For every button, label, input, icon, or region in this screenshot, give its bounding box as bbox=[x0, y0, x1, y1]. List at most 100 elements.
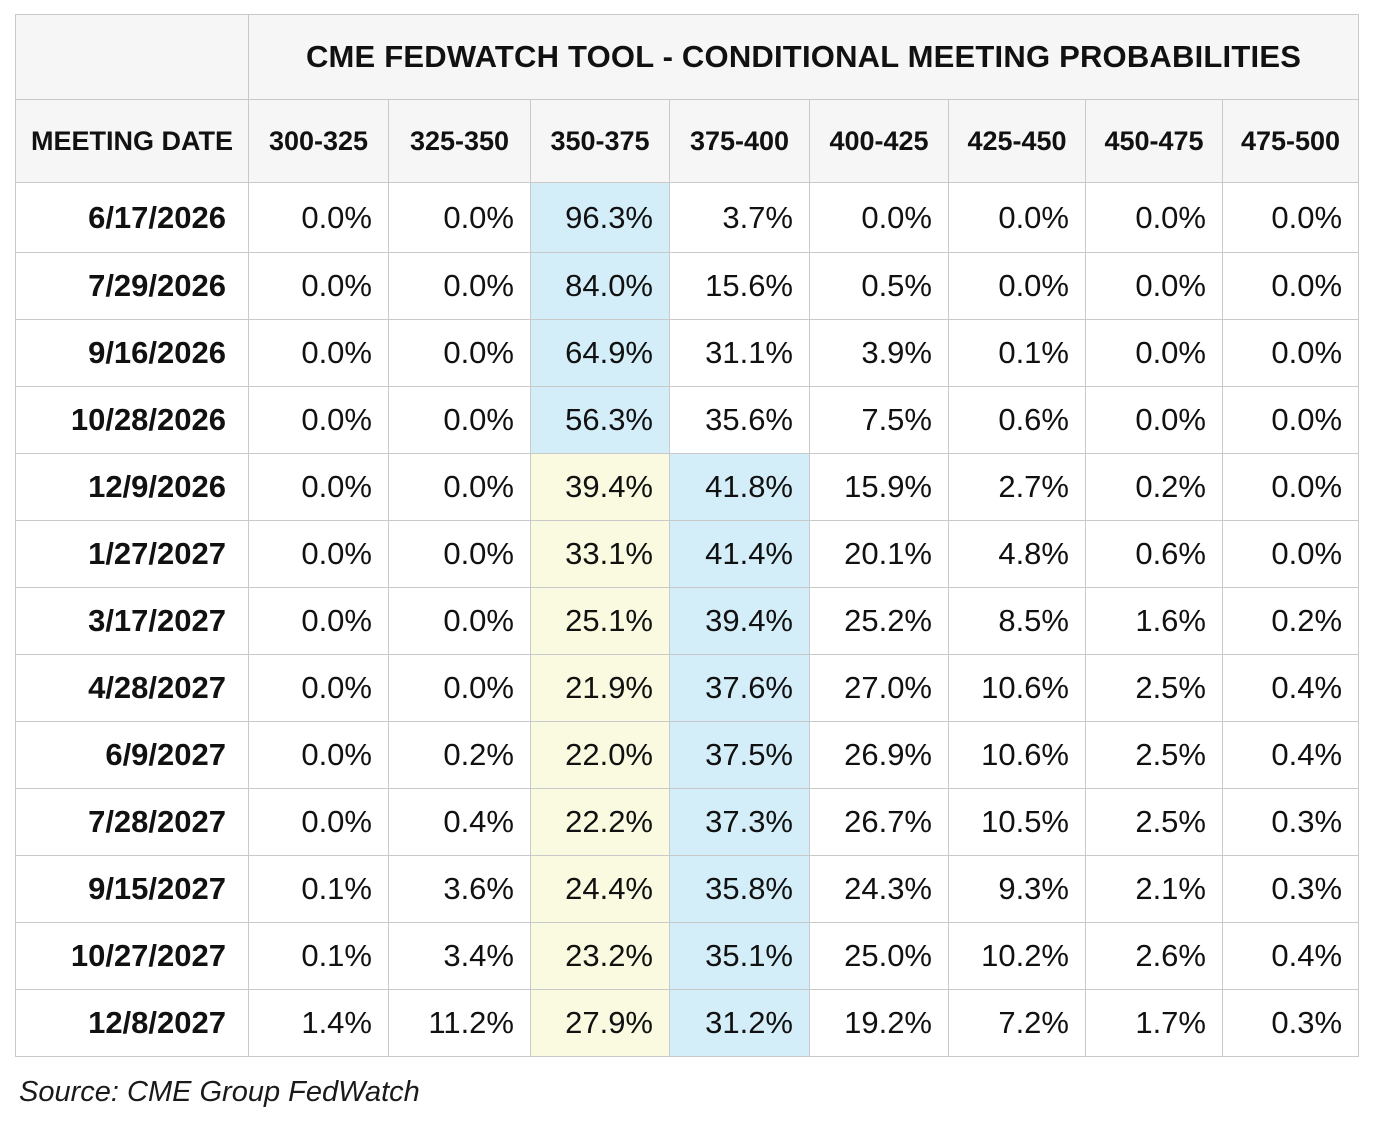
table-title-row: CME FEDWATCH TOOL - CONDITIONAL MEETING … bbox=[15, 14, 1360, 100]
probability-cell: 0.1% bbox=[948, 319, 1086, 387]
probability-cell: 8.5% bbox=[948, 587, 1086, 655]
probability-cell: 0.0% bbox=[248, 721, 389, 789]
table-row: 10/27/2027 0.1% 3.4% 23.2% 35.1% 25.0% 10.2% 2.… bbox=[15, 922, 1360, 990]
probability-cell: 96.3% bbox=[530, 182, 670, 253]
probability-cell: 22.2% bbox=[530, 788, 670, 856]
probability-cell: 27.9% bbox=[530, 989, 670, 1057]
probability-cell: 20.1% bbox=[809, 520, 949, 588]
probability-cell: 27.0% bbox=[809, 654, 949, 722]
probability-cell: 0.3% bbox=[1221, 989, 1360, 1057]
probability-cell: 0.4% bbox=[1221, 721, 1360, 789]
column-header-range: 475-500 bbox=[1221, 99, 1360, 183]
probability-cell: 1.4% bbox=[248, 989, 389, 1057]
probability-cell: 64.9% bbox=[530, 319, 670, 387]
probability-cell: 21.9% bbox=[530, 654, 670, 722]
probability-cell: 26.7% bbox=[809, 788, 949, 856]
probability-cell: 1.7% bbox=[1085, 989, 1223, 1057]
probability-cell: 3.4% bbox=[388, 922, 531, 990]
probability-cell: 0.0% bbox=[248, 182, 389, 253]
probability-cell: 0.4% bbox=[1221, 654, 1360, 722]
probability-cell: 35.6% bbox=[669, 386, 810, 454]
fedwatch-probability-table: CME FEDWATCH TOOL - CONDITIONAL MEETING … bbox=[15, 14, 1360, 1057]
probability-cell: 0.0% bbox=[248, 788, 389, 856]
probability-cell: 33.1% bbox=[530, 520, 670, 588]
meeting-date-cell: 10/27/2027 bbox=[15, 922, 249, 990]
probability-cell: 0.6% bbox=[1085, 520, 1223, 588]
meeting-date-cell: 10/28/2026 bbox=[15, 386, 249, 454]
probability-cell: 0.0% bbox=[1221, 520, 1360, 588]
table-row: 4/28/2027 0.0% 0.0% 21.9% 37.6% 27.0% 10.6% 2.5… bbox=[15, 654, 1360, 722]
probability-cell: 4.8% bbox=[948, 520, 1086, 588]
source-note: Source: CME Group FedWatch bbox=[19, 1076, 420, 1108]
probability-cell: 37.3% bbox=[669, 788, 810, 856]
probability-cell: 0.0% bbox=[1085, 319, 1223, 387]
meeting-date-cell: 6/9/2027 bbox=[15, 721, 249, 789]
probability-cell: 10.5% bbox=[948, 788, 1086, 856]
probability-cell: 1.6% bbox=[1085, 587, 1223, 655]
probability-cell: 7.2% bbox=[948, 989, 1086, 1057]
probability-cell: 41.4% bbox=[669, 520, 810, 588]
probability-cell: 31.1% bbox=[669, 319, 810, 387]
probability-cell: 0.0% bbox=[248, 252, 389, 320]
probability-cell: 0.0% bbox=[809, 182, 949, 253]
column-header-range: 350-375 bbox=[530, 99, 670, 183]
meeting-date-cell: 3/17/2027 bbox=[15, 587, 249, 655]
probability-cell: 35.1% bbox=[669, 922, 810, 990]
probability-cell: 0.1% bbox=[248, 922, 389, 990]
table-row: 6/17/2026 0.0% 0.0% 96.3% 3.7% 0.0% 0.0% 0.0% 0.… bbox=[15, 182, 1360, 253]
probability-cell: 0.1% bbox=[248, 855, 389, 923]
probability-cell: 84.0% bbox=[530, 252, 670, 320]
probability-cell: 0.4% bbox=[1221, 922, 1360, 990]
probability-cell: 7.5% bbox=[809, 386, 949, 454]
meeting-date-cell: 1/27/2027 bbox=[15, 520, 249, 588]
table-row: 9/15/2027 0.1% 3.6% 24.4% 35.8% 24.3% 9.3% 2.1%… bbox=[15, 855, 1360, 923]
meeting-date-cell: 7/28/2027 bbox=[15, 788, 249, 856]
probability-cell: 24.3% bbox=[809, 855, 949, 923]
probability-cell: 0.0% bbox=[388, 587, 531, 655]
probability-cell: 0.0% bbox=[1085, 386, 1223, 454]
probability-cell: 23.2% bbox=[530, 922, 670, 990]
probability-cell: 39.4% bbox=[669, 587, 810, 655]
probability-cell: 3.6% bbox=[388, 855, 531, 923]
table-row: 12/8/2027 1.4% 11.2% 27.9% 31.2% 19.2% 7.2% 1.7… bbox=[15, 989, 1360, 1057]
table-row: 3/17/2027 0.0% 0.0% 25.1% 39.4% 25.2% 8.5% 1.6%… bbox=[15, 587, 1360, 655]
column-header-range: 450-475 bbox=[1085, 99, 1223, 183]
probability-cell: 15.9% bbox=[809, 453, 949, 521]
probability-cell: 25.2% bbox=[809, 587, 949, 655]
meeting-date-cell: 12/9/2026 bbox=[15, 453, 249, 521]
probability-cell: 0.0% bbox=[248, 587, 389, 655]
probability-cell: 0.2% bbox=[1221, 587, 1360, 655]
probability-cell: 2.5% bbox=[1085, 721, 1223, 789]
probability-cell: 0.0% bbox=[248, 386, 389, 454]
table-row: 9/16/2026 0.0% 0.0% 64.9% 31.1% 3.9% 0.1% 0.0% 0… bbox=[15, 319, 1360, 387]
column-header-range: 425-450 bbox=[948, 99, 1086, 183]
probability-cell: 2.7% bbox=[948, 453, 1086, 521]
probability-cell: 0.0% bbox=[388, 182, 531, 253]
probability-cell: 0.0% bbox=[388, 319, 531, 387]
meeting-date-cell: 6/17/2026 bbox=[15, 182, 249, 253]
probability-cell: 0.0% bbox=[248, 654, 389, 722]
meeting-date-cell: 12/8/2027 bbox=[15, 989, 249, 1057]
probability-cell: 26.9% bbox=[809, 721, 949, 789]
probability-cell: 19.2% bbox=[809, 989, 949, 1057]
probability-cell: 3.9% bbox=[809, 319, 949, 387]
probability-cell: 10.2% bbox=[948, 922, 1086, 990]
table-row: 7/29/2026 0.0% 0.0% 84.0% 15.6% 0.5% 0.0% 0.0% 0… bbox=[15, 252, 1360, 320]
probability-cell: 15.6% bbox=[669, 252, 810, 320]
column-header-meeting-date: MEETING DATE bbox=[15, 99, 249, 183]
probability-cell: 0.2% bbox=[388, 721, 531, 789]
probability-cell: 0.3% bbox=[1221, 788, 1360, 856]
probability-cell: 2.5% bbox=[1085, 654, 1223, 722]
probability-cell: 0.4% bbox=[388, 788, 531, 856]
table-row: 10/28/2026 0.0% 0.0% 56.3% 35.6% 7.5% 0.6% 0.0%… bbox=[15, 386, 1360, 454]
probability-cell: 10.6% bbox=[948, 654, 1086, 722]
probability-cell: 2.6% bbox=[1085, 922, 1223, 990]
probability-cell: 0.0% bbox=[388, 386, 531, 454]
table-body: 6/17/2026 0.0% 0.0% 96.3% 3.7% 0.0% 0.0% 0.0% 0.… bbox=[15, 182, 1360, 1057]
probability-cell: 0.0% bbox=[388, 453, 531, 521]
table-title: CME FEDWATCH TOOL - CONDITIONAL MEETING … bbox=[247, 14, 1360, 100]
probability-cell: 0.0% bbox=[388, 252, 531, 320]
probability-cell: 0.0% bbox=[948, 252, 1086, 320]
probability-cell: 0.0% bbox=[1221, 453, 1360, 521]
column-header-row: MEETING DATE 300-325 325-350 350-375 375-400… bbox=[15, 99, 1360, 183]
